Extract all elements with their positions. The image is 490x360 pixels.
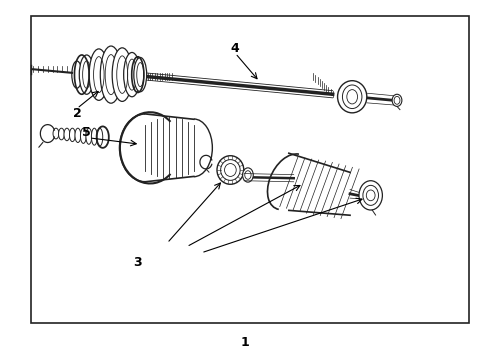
Text: 1: 1 <box>241 336 249 349</box>
Ellipse shape <box>243 168 253 182</box>
Ellipse shape <box>80 128 86 143</box>
Ellipse shape <box>72 61 82 88</box>
Ellipse shape <box>112 48 132 102</box>
Ellipse shape <box>217 156 244 184</box>
Ellipse shape <box>58 128 64 140</box>
Ellipse shape <box>79 55 94 94</box>
Ellipse shape <box>53 128 59 139</box>
Ellipse shape <box>134 58 147 92</box>
Ellipse shape <box>89 49 108 100</box>
Ellipse shape <box>123 53 140 97</box>
Ellipse shape <box>64 128 70 141</box>
Text: 3: 3 <box>133 256 142 269</box>
Ellipse shape <box>97 128 103 146</box>
Ellipse shape <box>70 128 75 141</box>
Ellipse shape <box>338 81 367 113</box>
Ellipse shape <box>100 46 122 103</box>
Bar <box>30 16 469 323</box>
Text: 5: 5 <box>82 126 91 139</box>
Ellipse shape <box>86 128 92 144</box>
Ellipse shape <box>92 128 97 145</box>
Ellipse shape <box>359 181 382 210</box>
Text: 2: 2 <box>73 107 81 120</box>
Ellipse shape <box>75 128 81 143</box>
Text: 4: 4 <box>231 42 240 55</box>
Ellipse shape <box>392 94 402 107</box>
